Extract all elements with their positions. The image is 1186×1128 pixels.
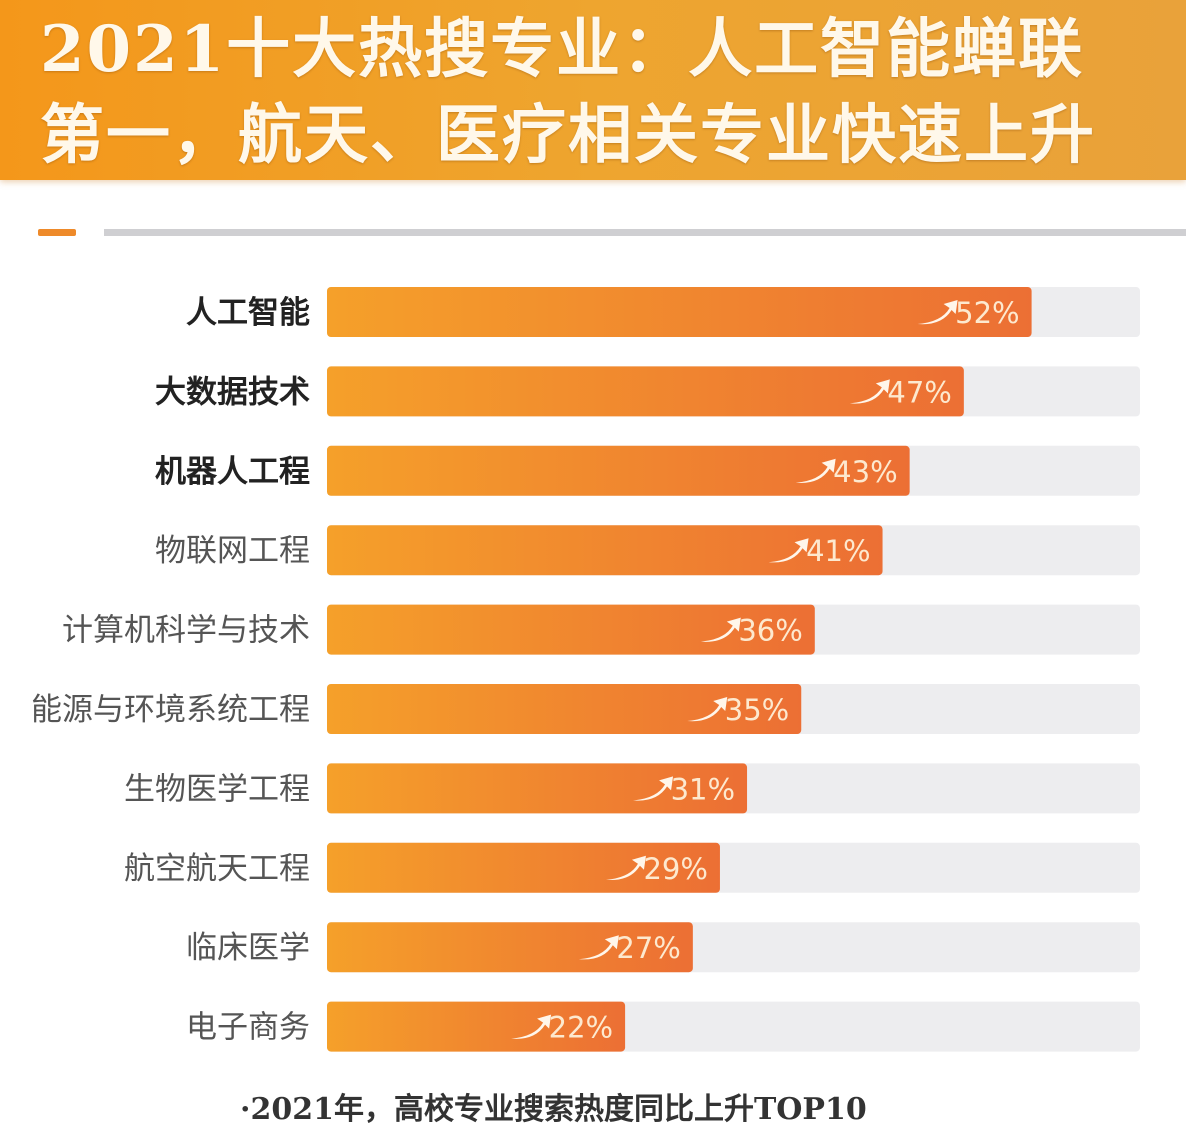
bar xyxy=(327,1001,626,1052)
value-label: 47% xyxy=(887,375,951,409)
category-label: 机器人工程 xyxy=(155,454,310,490)
value-label: 41% xyxy=(806,534,870,568)
chart-footnote: ·2021年，高校专业搜索热度同比上升TOP10 xyxy=(240,1092,867,1127)
category-label: 临床医学 xyxy=(186,930,310,966)
category-label: 航空航天工程 xyxy=(124,851,310,887)
bar xyxy=(327,366,964,417)
value-label: 43% xyxy=(833,455,897,489)
section-divider xyxy=(104,229,1186,236)
trend-up-arrow-icon xyxy=(605,855,646,881)
trend-up-arrow-icon xyxy=(700,617,741,642)
title-line-1: 2021十大热搜专业：人工智能蝉联 xyxy=(40,12,1085,87)
trend-up-arrow-icon xyxy=(917,300,958,325)
trend-up-arrow-icon xyxy=(849,379,890,404)
bar xyxy=(327,525,883,576)
value-label: 29% xyxy=(643,852,707,886)
trend-up-arrow-icon xyxy=(768,538,809,563)
value-label: 52% xyxy=(955,296,1019,330)
category-label: 能源与环境系统工程 xyxy=(31,692,310,728)
category-label: 大数据技术 xyxy=(155,374,310,410)
bar xyxy=(327,842,720,893)
bar xyxy=(327,684,802,734)
value-label: 36% xyxy=(738,614,802,648)
value-label: 31% xyxy=(671,772,735,806)
value-label: 27% xyxy=(616,931,680,965)
bar xyxy=(327,287,1032,337)
value-label: 35% xyxy=(725,693,789,727)
category-label: 物联网工程 xyxy=(155,533,310,569)
category-label: 人工智能 xyxy=(186,295,310,331)
trend-up-arrow-icon xyxy=(633,776,674,801)
bar xyxy=(327,922,693,973)
category-label: 生物医学工程 xyxy=(124,771,310,807)
trend-up-arrow-icon xyxy=(795,458,836,484)
bar xyxy=(327,604,815,655)
title-banner: 2021十大热搜专业：人工智能蝉联 第一，航天、医疗相关专业快速上升 xyxy=(0,0,1186,180)
bar xyxy=(327,445,910,496)
category-label: 计算机科学与技术 xyxy=(62,613,310,649)
category-label: 电子商务 xyxy=(186,1010,310,1046)
title-line-2: 第一，航天、医疗相关专业快速上升 xyxy=(40,98,1096,173)
value-label: 22% xyxy=(549,1011,613,1045)
trend-up-arrow-icon xyxy=(578,935,619,960)
trend-up-arrow-icon xyxy=(511,1014,552,1039)
section-accent xyxy=(38,229,76,236)
trend-up-arrow-icon xyxy=(687,697,728,722)
bar xyxy=(327,763,748,814)
